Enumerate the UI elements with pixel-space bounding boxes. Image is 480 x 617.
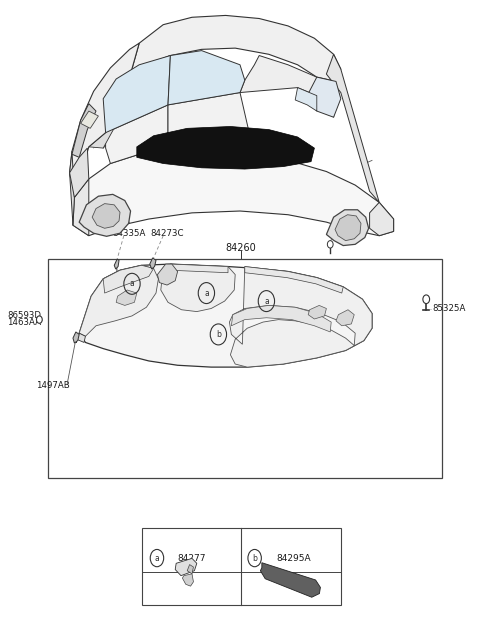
Polygon shape: [79, 264, 372, 367]
Text: a: a: [204, 289, 209, 297]
Polygon shape: [161, 264, 235, 312]
Text: a: a: [264, 297, 269, 305]
Polygon shape: [116, 290, 137, 305]
Polygon shape: [73, 149, 394, 236]
Polygon shape: [245, 267, 343, 293]
Bar: [142, 528, 341, 605]
Polygon shape: [260, 563, 321, 597]
Polygon shape: [157, 264, 178, 285]
Polygon shape: [114, 259, 119, 269]
Text: 84295A: 84295A: [276, 553, 312, 563]
Polygon shape: [137, 126, 314, 169]
Polygon shape: [130, 15, 341, 81]
Polygon shape: [70, 43, 139, 197]
Text: 85325A: 85325A: [432, 304, 466, 313]
Text: 1497AB: 1497AB: [36, 381, 70, 390]
Polygon shape: [70, 151, 74, 225]
Polygon shape: [168, 93, 254, 155]
Polygon shape: [231, 305, 331, 332]
Polygon shape: [187, 565, 193, 574]
Polygon shape: [335, 215, 361, 241]
Polygon shape: [73, 179, 89, 236]
Text: 1463AA: 1463AA: [7, 318, 41, 327]
Polygon shape: [168, 51, 245, 105]
Circle shape: [423, 295, 430, 304]
Polygon shape: [79, 194, 131, 236]
Polygon shape: [175, 558, 197, 576]
Polygon shape: [326, 210, 369, 246]
Polygon shape: [72, 104, 96, 157]
Polygon shape: [295, 88, 317, 111]
Text: a: a: [155, 553, 159, 563]
Bar: [48, 259, 442, 478]
Polygon shape: [308, 305, 326, 319]
Text: b: b: [216, 330, 221, 339]
Polygon shape: [92, 204, 120, 228]
Text: b: b: [252, 553, 257, 563]
Polygon shape: [103, 56, 170, 133]
Polygon shape: [370, 202, 394, 236]
Text: 84335A: 84335A: [112, 229, 145, 238]
Polygon shape: [150, 258, 156, 269]
Text: 1249EA: 1249EA: [329, 230, 362, 239]
Polygon shape: [229, 267, 372, 367]
Polygon shape: [79, 265, 158, 336]
Polygon shape: [73, 332, 79, 343]
Text: a: a: [130, 280, 134, 288]
Polygon shape: [307, 77, 341, 117]
Polygon shape: [336, 310, 354, 326]
Polygon shape: [81, 111, 98, 128]
Polygon shape: [170, 264, 228, 273]
Circle shape: [327, 241, 333, 248]
Polygon shape: [77, 333, 85, 342]
Polygon shape: [129, 56, 182, 105]
Text: 84273C: 84273C: [150, 229, 184, 238]
Polygon shape: [70, 148, 89, 197]
Text: 84277: 84277: [178, 553, 206, 563]
Polygon shape: [103, 265, 154, 293]
Text: 84260: 84260: [226, 243, 256, 253]
Polygon shape: [106, 105, 168, 164]
Polygon shape: [326, 54, 379, 202]
Polygon shape: [89, 102, 129, 148]
Polygon shape: [240, 56, 336, 117]
Text: 86593D: 86593D: [7, 312, 41, 320]
Polygon shape: [182, 574, 193, 586]
Circle shape: [36, 316, 42, 323]
